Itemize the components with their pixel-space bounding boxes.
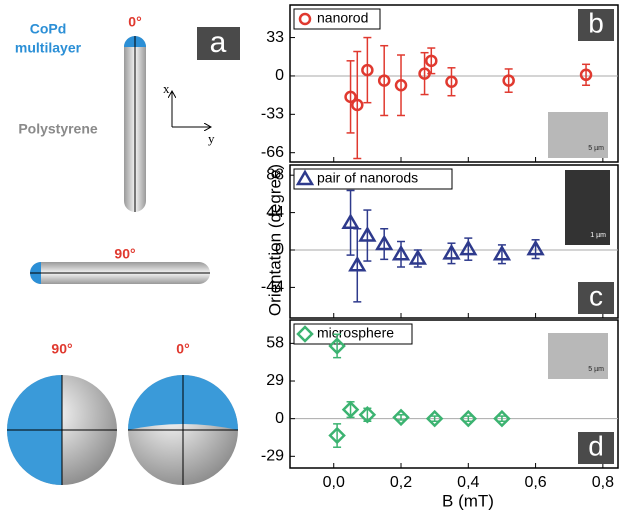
legend-marker [296,325,314,343]
y-tick-label: -29 [261,448,284,465]
marker [391,244,411,261]
legend-label: nanorod [317,10,368,26]
marker [358,226,377,242]
marker [358,406,377,424]
y-tick-label: 58 [266,335,284,352]
y-tick-label: 88 [266,166,284,183]
inset-image [548,333,608,379]
coating-label: multilayer [15,40,82,56]
marker [328,337,346,355]
x-tick-label: 0,4 [457,474,479,491]
angle-label: 90° [114,246,135,262]
x-tick-label: 0,0 [323,474,345,491]
marker [348,255,367,272]
marker [375,234,394,251]
marker [442,243,461,260]
y-tick-label: 0 [275,67,284,84]
y-tick-label: 0 [275,410,284,427]
y-tick-label: 29 [266,372,284,389]
legend-marker [298,12,312,26]
marker [392,408,410,427]
y-tick-label: -44 [261,279,284,296]
marker [351,98,364,112]
marker [526,239,545,256]
marker [459,239,478,256]
axis-name: y [208,131,215,146]
marker [394,78,408,92]
y-tick-label: 33 [266,29,284,46]
panel-label-box [578,9,614,41]
angle-label: 0° [176,341,189,357]
plot-frame [289,4,619,163]
inset-image [548,112,608,158]
marker [328,426,346,445]
x-axis-title: B (mT) [442,491,494,510]
y-axis-title: Orientation (degree) [265,164,284,316]
panel-label: b [588,7,604,38]
panel-label-box [578,432,614,464]
y-tick-label: -33 [261,106,284,123]
panel-label: c [589,280,603,311]
y-tick-label: -66 [261,144,284,161]
inset-image [565,170,610,245]
legend-label: pair of nanorods [317,170,418,186]
legend-box [293,8,381,30]
marker [344,90,357,104]
panel-label-box [578,282,614,314]
y-tick-label: 0 [275,241,284,258]
marker [493,409,511,428]
angle-label: 0° [128,14,141,30]
legend-label: microsphere [317,325,394,341]
x-tick-label: 0,6 [524,474,546,491]
coating-label: CoPd [30,21,67,37]
x-tick-label: 0,8 [592,474,614,491]
marker [459,409,478,428]
marker [425,54,438,68]
marker [502,74,515,87]
scale-bar-label: 1 µm [590,232,606,239]
marker [579,68,593,82]
legend-box [293,168,453,190]
marker [445,75,458,89]
legend-marker [295,169,315,186]
marker [361,63,374,77]
plot-frame [289,164,619,319]
panel-label: d [588,430,604,461]
marker [377,74,391,87]
scale-bar-label: 5 µm [588,145,604,152]
plot-frame [289,319,619,469]
y-tick-label: 44 [266,204,284,221]
marker [425,409,444,428]
panel-a: a CoPd multilayer Polystyrene 0° 90° x y… [7,14,240,485]
scale-bar-label: 5 µm [588,366,604,373]
x-tick-label: 0,2 [390,474,412,491]
marker [341,213,360,230]
angle-label: 90° [51,341,72,357]
panel-label-box [197,27,240,60]
panel-label: a [210,26,227,59]
core-label: Polystyrene [18,121,98,137]
legend-box [293,323,413,345]
marker [408,249,428,265]
marker [341,400,360,419]
axis-name: x [163,81,170,96]
marker [492,244,512,261]
